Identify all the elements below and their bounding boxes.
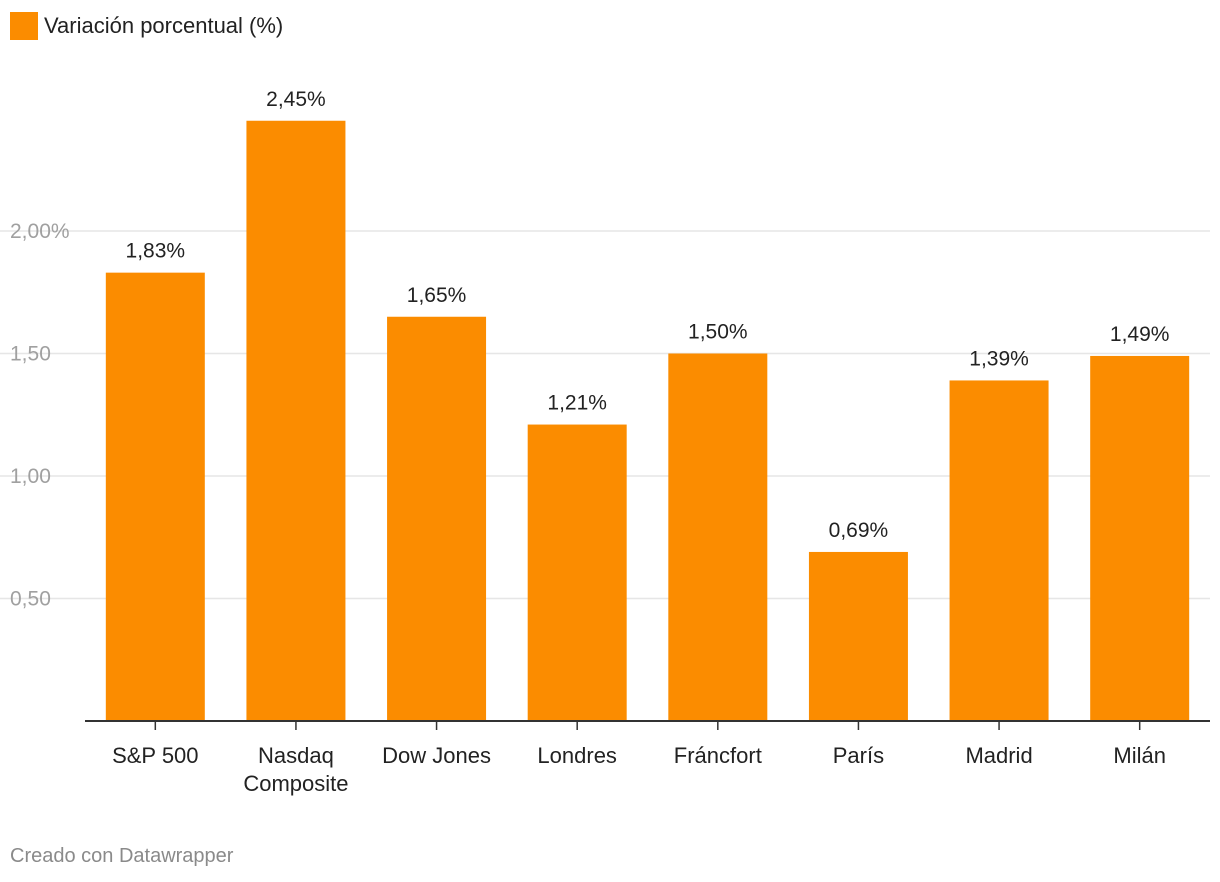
bar-value-label: 1,21% bbox=[547, 392, 607, 415]
x-tick-label-line: Nasdaq bbox=[258, 743, 334, 768]
x-tick-label: Dow Jones bbox=[382, 743, 491, 768]
bar bbox=[527, 424, 627, 721]
bar-value-label: 1,83% bbox=[126, 240, 186, 263]
bar-value-label: 0,69% bbox=[829, 519, 889, 542]
x-axis-category-labels: S&P 500 Nasdaq Composite Dow Jones Londres Fr… bbox=[112, 743, 1166, 796]
y-axis-tick-labels: 0,50 1,00 1,50 2,00% bbox=[10, 220, 70, 611]
x-tick-label-line: París bbox=[833, 743, 884, 768]
x-axis bbox=[85, 720, 1210, 730]
x-tick-label-line: Dow Jones bbox=[382, 743, 491, 768]
bar bbox=[1090, 355, 1190, 721]
x-tick-label: Nasdaq Composite bbox=[243, 743, 348, 796]
x-tick-label-line: S&P 500 bbox=[112, 743, 198, 768]
legend-swatch bbox=[10, 12, 38, 40]
bar-value-label: 2,45% bbox=[266, 88, 326, 111]
footer-credit: Creado con Datawrapper bbox=[10, 845, 234, 867]
x-tick-label: Milán bbox=[1113, 743, 1166, 768]
legend-label: Variación porcentual (%) bbox=[44, 13, 284, 38]
bars bbox=[105, 120, 1190, 721]
bar bbox=[105, 272, 205, 721]
bar bbox=[808, 551, 908, 721]
x-tick-label: S&P 500 bbox=[112, 743, 198, 768]
x-tick-label: Fráncfort bbox=[674, 743, 762, 768]
y-tick-label: 0,50 bbox=[10, 588, 51, 611]
y-tick-label: 1,00 bbox=[10, 465, 51, 488]
x-tick-label-line: Composite bbox=[243, 771, 348, 796]
bar bbox=[668, 353, 768, 721]
x-tick-label-line: Londres bbox=[537, 743, 617, 768]
bar-value-label: 1,50% bbox=[688, 321, 748, 344]
legend: Variación porcentual (%) bbox=[10, 12, 283, 40]
bar-value-label: 1,49% bbox=[1110, 323, 1170, 346]
x-tick-label: Londres bbox=[537, 743, 617, 768]
x-tick-label-line: Fráncfort bbox=[674, 743, 762, 768]
bar bbox=[246, 120, 346, 721]
bar bbox=[949, 380, 1049, 721]
bar-value-labels: 1,83% 2,45% 1,65% 1,21% 1,50% 0,69% 1,39% 1,49% bbox=[126, 88, 1170, 542]
bar bbox=[387, 316, 487, 721]
y-tick-label: 1,50 bbox=[10, 343, 51, 366]
x-tick-label-line: Madrid bbox=[965, 743, 1032, 768]
x-tick-label: París bbox=[833, 743, 884, 768]
x-tick-label: Madrid bbox=[965, 743, 1032, 768]
y-tick-label: 2,00% bbox=[10, 220, 70, 243]
x-tick-label-line: Milán bbox=[1113, 743, 1166, 768]
bar-value-label: 1,39% bbox=[969, 347, 1029, 370]
bar-value-label: 1,65% bbox=[407, 284, 467, 307]
